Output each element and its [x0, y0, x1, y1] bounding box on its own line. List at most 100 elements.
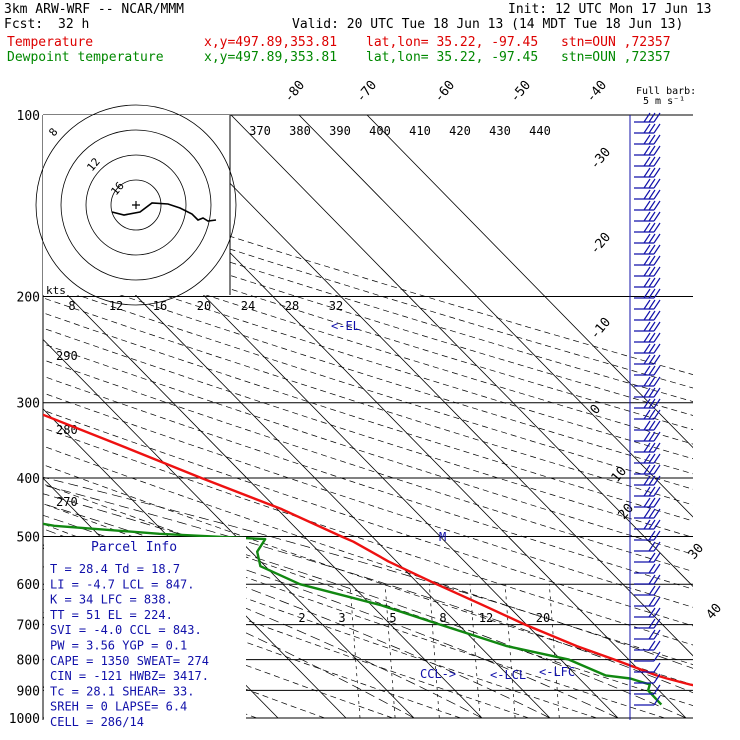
mixing-ratio-line — [349, 584, 361, 719]
dry-adiabat — [43, 375, 693, 590]
wind-barb — [634, 387, 661, 398]
pressure-tick-label: 700 — [17, 619, 40, 634]
wind-barb — [634, 365, 661, 376]
wind-barb — [634, 255, 661, 266]
wind-barb — [634, 607, 661, 618]
wind-barb — [634, 695, 661, 706]
wind-barb — [634, 475, 661, 486]
wind-scale-label: 32 — [329, 299, 343, 313]
parcel-line: PW = 3.56 YGP = 0.1 — [50, 639, 187, 653]
wind-scale-label: 20 — [197, 299, 211, 313]
wind-barb — [634, 629, 661, 640]
wind-barb — [634, 398, 661, 409]
full-barb-unit: 5 m s⁻¹ — [643, 96, 685, 107]
temperature-line — [43, 413, 693, 687]
wind-barb — [634, 233, 661, 244]
theta-label: 400 — [369, 124, 391, 138]
mixing-ratio-line — [384, 584, 396, 719]
wind-barb — [634, 222, 661, 233]
theta-label: 380 — [289, 124, 311, 138]
wind-barb — [634, 662, 661, 673]
wind-barb — [634, 574, 661, 585]
isotherm-line — [162, 115, 693, 657]
dry-adiabat — [43, 282, 693, 490]
wind-scale-label: 24 — [241, 299, 255, 313]
isotherm-label-right: -10 — [588, 315, 615, 343]
mixing-ratio-label: 12 — [479, 611, 493, 625]
wind-scale-label: 28 — [285, 299, 299, 313]
model-title: 3km ARW-WRF -- NCAR/MMM — [4, 2, 185, 17]
mixing-ratio-label: 20 — [536, 611, 550, 625]
isotherm-line — [366, 115, 693, 449]
wind-barb — [634, 640, 661, 651]
parcel-line: TT = 51 EL = 224. — [50, 608, 173, 622]
pressure-tick-label: 500 — [17, 530, 40, 545]
wind-barb — [634, 189, 661, 200]
valid-time: Valid: 20 UTC Tue 18 Jun 13 (14 MDT Tue … — [292, 17, 684, 32]
wind-barb — [634, 497, 661, 508]
wind-barb — [634, 178, 661, 189]
parcel-line: SVI = -4.0 CCL = 843. — [50, 623, 202, 637]
dew-latlon: lat,lon= 35.22, -97.45 — [366, 50, 539, 65]
isotherm-line — [43, 269, 483, 719]
hodograph-kts-label: kts — [46, 284, 66, 297]
theta-label: 430 — [489, 124, 511, 138]
wind-barb — [634, 244, 661, 255]
isotherm-label-top: -50 — [508, 78, 535, 106]
wind-barb — [634, 112, 661, 123]
dry-adiabat — [43, 483, 693, 707]
isotherm-label-top: -70 — [354, 78, 381, 106]
wind-barb — [634, 486, 661, 497]
parcel-line: LI = -4.7 LCL = 847. — [50, 577, 195, 591]
pressure-tick-label: 1000 — [9, 712, 40, 727]
parcel-line: T = 28.4 Td = 18.7 — [50, 562, 180, 576]
wind-barb — [634, 552, 661, 563]
wind-barb — [634, 288, 661, 299]
wind-barb — [634, 123, 661, 134]
legend-temperature: Temperature — [7, 35, 94, 50]
parcel-box — [44, 537, 246, 719]
isotherm-label-right: 0 — [588, 402, 605, 418]
lfc-marker: <-LFC — [539, 665, 575, 679]
dry-adiabat — [43, 359, 693, 572]
theta-e-label: 270 — [56, 495, 78, 509]
wind-barb — [634, 277, 661, 288]
wind-barb — [634, 266, 661, 277]
parcel-line: CIN = -121 HWBZ= 3417. — [50, 669, 209, 683]
isotherm-line — [43, 616, 143, 719]
dry-adiabat — [43, 523, 597, 719]
hodograph-center — [132, 201, 140, 209]
parcel-line: K = 34 LFC = 838. — [50, 593, 173, 607]
pressure-tick-label: 100 — [17, 109, 40, 124]
wind-barb — [634, 464, 661, 475]
moist-adiabat — [43, 493, 687, 719]
wind-barb — [634, 310, 661, 321]
dew-station: stn=OUN ,72357 — [561, 50, 671, 65]
pressure-tick-label: 400 — [17, 472, 40, 487]
wind-barb — [634, 651, 661, 662]
mixing-ratio-line — [428, 584, 440, 719]
isotherm-line — [0, 115, 6, 718]
temp-xy: x,y=497.89,353.81 — [204, 35, 338, 50]
mixing-ratio-label: 3 — [338, 611, 345, 625]
pressure-tick-label: 300 — [17, 397, 40, 412]
wind-scale-label: 8 — [68, 299, 75, 313]
midpoint-marker: M — [439, 530, 446, 544]
dry-adiabat — [43, 188, 693, 389]
wind-barb — [634, 585, 661, 596]
wind-barb — [634, 156, 661, 167]
wind-barb — [634, 167, 661, 178]
isotherm-label-right: -30 — [588, 145, 615, 173]
hodograph-ring — [35, 104, 237, 306]
pressure-tick-label: 800 — [17, 654, 40, 669]
wind-barb — [634, 541, 661, 552]
dew-xy: x,y=497.89,353.81 — [204, 50, 338, 65]
wind-barb — [634, 684, 661, 695]
mixing-ratio-line — [548, 584, 560, 719]
wind-scale-label: 12 — [109, 299, 123, 313]
dry-adiabat — [43, 392, 693, 608]
wind-barb — [634, 453, 661, 464]
theta-label: 420 — [449, 124, 471, 138]
wind-barb — [634, 332, 661, 343]
dry-adiabat — [43, 464, 693, 686]
